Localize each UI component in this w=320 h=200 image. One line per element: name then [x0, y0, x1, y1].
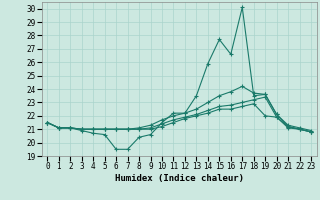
X-axis label: Humidex (Indice chaleur): Humidex (Indice chaleur) — [115, 174, 244, 183]
